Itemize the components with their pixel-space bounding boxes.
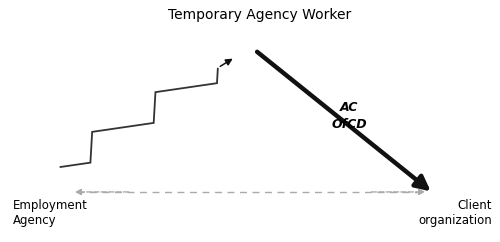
Text: Temporary Agency Worker: Temporary Agency Worker bbox=[168, 8, 352, 22]
Text: Employment
Agency: Employment Agency bbox=[12, 199, 88, 227]
Text: AC
OfCD: AC OfCD bbox=[331, 101, 366, 131]
Text: Client
organization: Client organization bbox=[418, 199, 492, 227]
